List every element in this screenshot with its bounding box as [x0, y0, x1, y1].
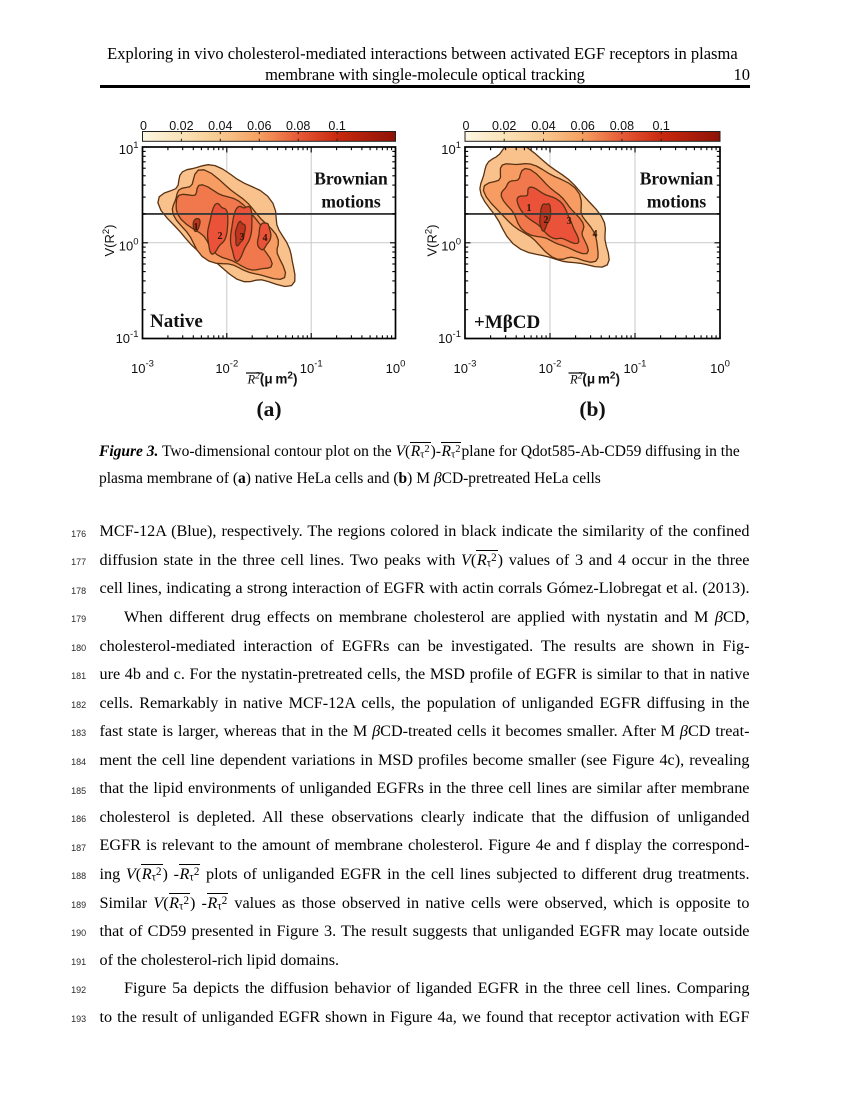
- svg-text:10-2: 10-2: [539, 358, 562, 376]
- svg-text:10-2: 10-2: [215, 358, 238, 376]
- svg-text:0.04: 0.04: [208, 119, 232, 133]
- svg-text:0.08: 0.08: [286, 119, 310, 133]
- svg-text:100: 100: [386, 358, 406, 376]
- svg-text:0: 0: [463, 119, 470, 133]
- svg-text:101: 101: [441, 140, 461, 157]
- svg-text:10-3: 10-3: [454, 358, 477, 376]
- svg-text:0.06: 0.06: [571, 119, 595, 133]
- svg-text:Brownian: Brownian: [314, 169, 388, 189]
- svg-text:1: 1: [194, 222, 199, 233]
- svg-text:motions: motions: [321, 192, 381, 212]
- svg-text:10-1: 10-1: [116, 329, 139, 346]
- svg-text:100: 100: [119, 236, 139, 253]
- svg-text:2: 2: [544, 215, 549, 226]
- svg-text:0.02: 0.02: [169, 119, 193, 133]
- svg-text:(a): (a): [256, 397, 281, 421]
- svg-text:0.08: 0.08: [610, 119, 634, 133]
- svg-text:+MβCD: +MβCD: [474, 312, 540, 333]
- svg-text:3: 3: [240, 232, 245, 243]
- svg-text:V(R2): V(R2): [424, 224, 440, 256]
- svg-text:3: 3: [567, 216, 572, 227]
- svg-text:0.1: 0.1: [328, 119, 345, 133]
- svg-text:10-3: 10-3: [131, 358, 154, 376]
- svg-text:Brownian: Brownian: [640, 169, 714, 189]
- svg-text:R2(μ m2): R2(μ m2): [247, 371, 298, 387]
- svg-text:10-1: 10-1: [624, 358, 647, 376]
- svg-text:2: 2: [218, 231, 223, 242]
- svg-text:4: 4: [593, 229, 598, 240]
- svg-text:0.02: 0.02: [492, 119, 516, 133]
- svg-text:0: 0: [140, 119, 147, 133]
- svg-text:Native: Native: [150, 311, 203, 332]
- svg-text:0.06: 0.06: [247, 119, 271, 133]
- svg-text:10-1: 10-1: [300, 358, 323, 376]
- svg-text:motions: motions: [647, 192, 707, 212]
- svg-text:1: 1: [527, 203, 532, 214]
- svg-text:100: 100: [710, 358, 730, 376]
- svg-text:R2(μ m2): R2(μ m2): [569, 371, 620, 387]
- svg-text:100: 100: [441, 236, 461, 253]
- svg-text:0.04: 0.04: [531, 119, 555, 133]
- svg-text:101: 101: [119, 140, 139, 157]
- svg-text:(b): (b): [579, 397, 605, 421]
- svg-text:V(R2): V(R2): [101, 224, 117, 256]
- svg-text:10-1: 10-1: [438, 329, 461, 346]
- svg-text:0.1: 0.1: [653, 119, 670, 133]
- svg-text:4: 4: [263, 233, 268, 244]
